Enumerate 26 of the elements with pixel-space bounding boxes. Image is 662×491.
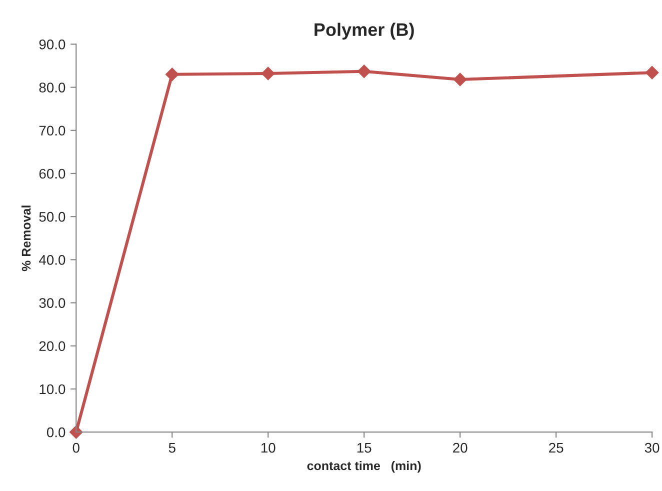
x-axis-title: contact time (min) — [307, 461, 421, 473]
x-tick-label: 15 — [357, 443, 372, 453]
y-tick-label: 50.0 — [39, 212, 66, 222]
y-tick-label: 20.0 — [39, 341, 66, 352]
y-tick-label: 30.0 — [39, 298, 66, 308]
x-tick-label: 0 — [72, 442, 80, 453]
point — [358, 64, 371, 78]
x-tick-label: 25 — [549, 442, 564, 453]
x-tick-label: 10 — [261, 442, 276, 453]
x-tick-label: 5 — [168, 443, 176, 453]
x-tick-label: 30 — [644, 442, 660, 453]
chart-title: Polymer (B) — [314, 22, 414, 40]
x-tick-label: 20 — [453, 442, 468, 453]
point — [166, 68, 179, 81]
y-tick-label: 80.0 — [39, 82, 66, 92]
y-tick-label: 10.0 — [40, 384, 66, 394]
y-tick-label: 70.0 — [39, 126, 66, 136]
point — [454, 72, 467, 86]
y-tick-label: 0.0 — [46, 427, 66, 438]
y-tick-label: 60.0 — [39, 168, 66, 179]
y-axis-title: % Removal — [21, 206, 31, 272]
y-tick-label: 40.0 — [39, 255, 66, 265]
point — [70, 425, 83, 439]
point — [645, 66, 659, 80]
point — [262, 66, 275, 80]
y-tick-label: 90.0 — [39, 40, 66, 50]
